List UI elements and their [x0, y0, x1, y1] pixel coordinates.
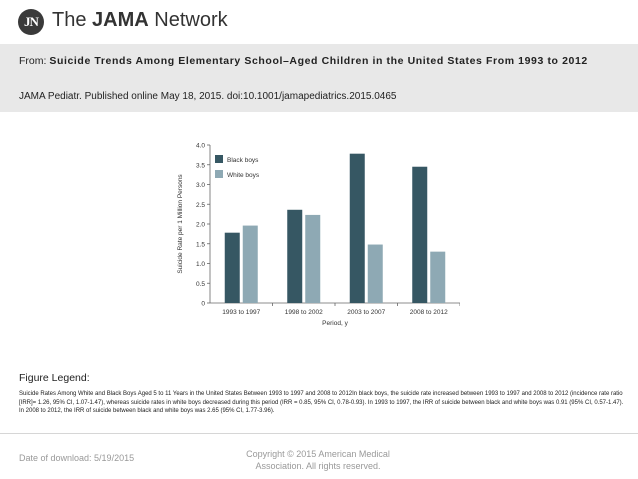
- x-tick-label: 2008 to 2012: [410, 309, 448, 316]
- legend-swatch-black-boys: [215, 155, 223, 163]
- bar-black-boys: [412, 166, 428, 303]
- y-tick-label: 1.0: [196, 261, 205, 268]
- legend-label-white-boys: White boys: [227, 172, 260, 179]
- x-tick-label: 2003 to 2007: [347, 309, 385, 316]
- y-tick-label: 0: [201, 301, 205, 308]
- journal-citation: JAMA Pediatr. Published online May 18, 2…: [19, 91, 397, 102]
- bar-white-boys: [242, 225, 258, 303]
- y-tick-label: 2.0: [196, 222, 205, 229]
- legend-label-black-boys: Black boys: [227, 157, 259, 164]
- bar-chart: 0 0.5 1.0 1.5 2.0 2.5 3.0 3.5 4.0 Suicide Rate pe…: [177, 143, 460, 327]
- x-axis-label: Period, y: [322, 320, 348, 327]
- y-tick-label: 2.5: [196, 202, 205, 209]
- y-tick-label: 4.0: [196, 143, 205, 150]
- legend-swatch-white-boys: [215, 170, 223, 178]
- y-tick-label: 3.0: [196, 182, 205, 189]
- figure-legend-title: Figure Legend:: [19, 372, 90, 384]
- brand-prefix: The: [52, 9, 93, 31]
- article-reference: From: Suicide Trends Among Elementary Sc…: [19, 54, 619, 68]
- download-date: Date of download: 5/19/2015: [19, 453, 135, 463]
- copyright-line-2: Association. All rights reserved.: [255, 461, 381, 471]
- citation-panel: From: Suicide Trends Among Elementary Sc…: [0, 44, 638, 112]
- header: JN The JAMA Network: [0, 0, 638, 44]
- y-tick-label: 0.5: [196, 281, 205, 288]
- copyright-notice: Copyright © 2015 American Medical Associ…: [218, 448, 418, 472]
- bar-black-boys: [287, 209, 303, 303]
- copyright-line-1: Copyright © 2015 American Medical: [246, 449, 390, 459]
- footer-divider: [0, 433, 638, 434]
- figure-legend-text: Suicide Rates Among White and Black Boys…: [19, 391, 624, 414]
- brand-bold: JAMA: [92, 9, 149, 31]
- y-tick-label: 1.5: [196, 241, 205, 248]
- bar-white-boys: [305, 214, 321, 303]
- x-tick-label: 1998 to 2002: [285, 309, 323, 316]
- brand-suffix: Network: [148, 9, 228, 31]
- x-tick-label: 1993 to 1997: [222, 309, 260, 316]
- bar-white-boys: [430, 251, 446, 303]
- bar-black-boys: [349, 153, 365, 303]
- bar-black-boys: [224, 232, 240, 303]
- bar-white-boys: [367, 244, 383, 303]
- article-title[interactable]: Suicide Trends Among Elementary School–A…: [49, 55, 588, 67]
- y-axis-label: Suicide Rate per 1 Million Persons: [177, 174, 184, 274]
- y-tick-label: 3.5: [196, 162, 205, 169]
- jama-network-logo: JN: [18, 9, 44, 35]
- from-label: From:: [19, 55, 50, 67]
- brand-title: The JAMA Network: [52, 9, 228, 32]
